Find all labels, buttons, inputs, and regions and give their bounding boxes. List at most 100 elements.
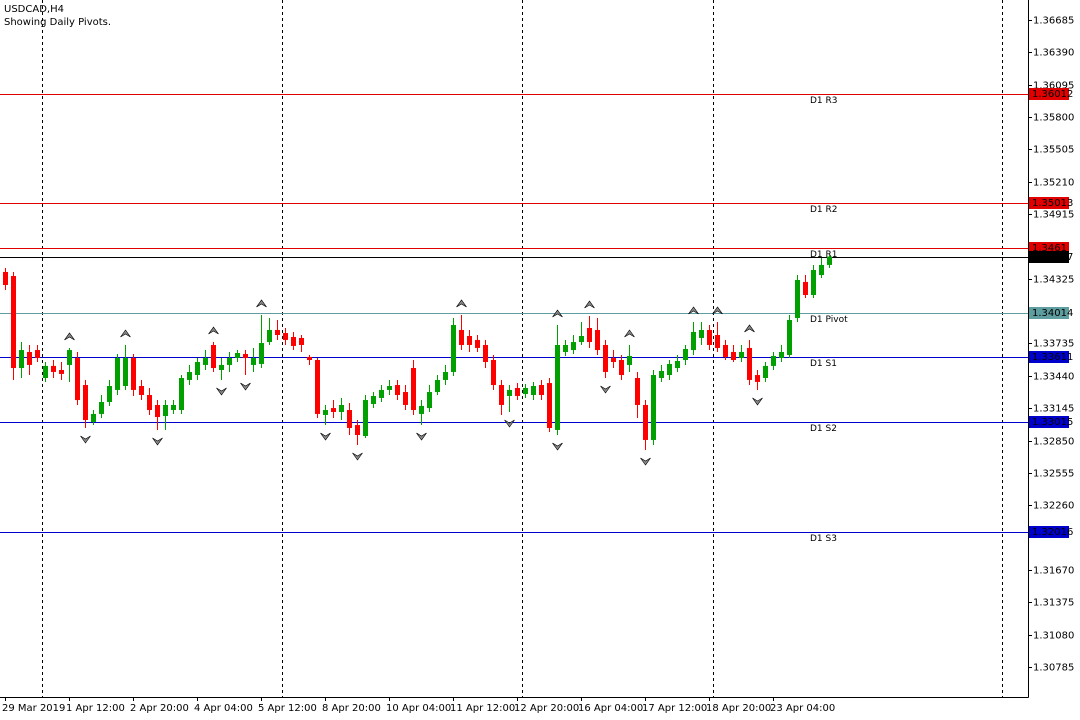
pivot-tag: 1.33015 xyxy=(1032,417,1073,428)
candle-body xyxy=(755,375,760,382)
pivot-label: D1 S2 xyxy=(810,424,837,434)
candle-body xyxy=(803,281,808,295)
candle-body xyxy=(795,279,800,319)
candle-body xyxy=(451,325,456,372)
candle-body xyxy=(635,377,640,405)
candle-body xyxy=(563,344,568,353)
candle-body xyxy=(539,385,544,395)
candle-body xyxy=(291,336,296,346)
fractal-up xyxy=(624,329,635,338)
candle-body xyxy=(203,358,208,365)
fractal-down xyxy=(640,457,651,466)
candle-body xyxy=(283,333,288,340)
candle-body xyxy=(435,379,440,393)
y-tick-label: 1.33440 xyxy=(1033,372,1074,383)
candle-body xyxy=(339,404,344,412)
y-tick-label: 1.33145 xyxy=(1033,404,1074,415)
candle-body xyxy=(683,348,688,361)
x-tick-label: 29 Mar 2019 xyxy=(2,703,65,714)
candle-body xyxy=(699,329,704,338)
candle-body xyxy=(179,377,184,411)
chart-title: USDCAD,H4 xyxy=(4,4,64,15)
candle-body xyxy=(651,375,656,440)
candle-body xyxy=(171,404,176,411)
x-tick-label: 2 Apr 20:00 xyxy=(130,703,189,714)
candle-body xyxy=(707,329,712,345)
candle-body xyxy=(3,271,8,286)
candle-body xyxy=(763,365,768,378)
candle-body xyxy=(403,392,408,405)
x-tick-label: 17 Apr 12:00 xyxy=(642,703,707,714)
candle-body xyxy=(747,347,752,380)
fractal-up xyxy=(120,329,131,338)
candle-body xyxy=(227,358,232,365)
candle-body xyxy=(603,344,608,372)
x-tick-label: 23 Apr 04:00 xyxy=(770,703,835,714)
candle-body xyxy=(411,368,416,411)
last-price-tag: 1.34527 xyxy=(1032,252,1073,263)
fractal-up xyxy=(208,326,219,335)
candle-body xyxy=(139,386,144,395)
candle-body xyxy=(691,331,696,351)
candle-body xyxy=(123,358,128,387)
candle-body xyxy=(467,335,472,345)
candle-body xyxy=(739,352,744,359)
fractal-down xyxy=(216,387,227,396)
candle-body xyxy=(715,335,720,348)
candle-body xyxy=(235,352,240,359)
pivot-tag: 1.32016 xyxy=(1032,527,1073,538)
candle-body xyxy=(819,264,824,276)
candle-body xyxy=(579,335,584,343)
candle-body xyxy=(555,344,560,430)
candle-body xyxy=(787,319,792,355)
candle-body xyxy=(499,385,504,405)
y-tick-label: 1.33735 xyxy=(1033,339,1074,350)
candle-body xyxy=(595,329,600,351)
candle-body xyxy=(659,370,664,378)
candle-body xyxy=(347,410,352,429)
fractal-up xyxy=(712,306,723,315)
candle-body xyxy=(587,327,592,343)
candle-body xyxy=(779,352,784,359)
candle-body xyxy=(379,389,384,398)
pivot-label: D1 R2 xyxy=(810,205,838,215)
candle-body xyxy=(131,358,136,390)
fractal-up xyxy=(256,299,267,308)
candle-body xyxy=(395,385,400,395)
candle-body xyxy=(307,356,312,361)
fractal-down xyxy=(600,385,611,394)
fractal-down xyxy=(504,419,515,428)
candle-body xyxy=(163,404,168,417)
fractal-up xyxy=(456,299,467,308)
candle-body xyxy=(771,355,776,366)
y-tick-label: 1.31375 xyxy=(1033,598,1074,609)
candle-body xyxy=(99,402,104,414)
x-tick-label: 4 Apr 04:00 xyxy=(194,703,253,714)
candle-body xyxy=(147,394,152,411)
candle-body xyxy=(507,389,512,396)
x-tick-label: 10 Apr 04:00 xyxy=(386,703,451,714)
y-tick-label: 1.30785 xyxy=(1033,663,1074,674)
fractal-up xyxy=(552,309,563,318)
candle-body xyxy=(667,363,672,376)
candle-body xyxy=(323,410,328,415)
fractal-down xyxy=(152,437,163,446)
fractal-down xyxy=(80,435,91,444)
y-tick-label: 1.36390 xyxy=(1033,48,1074,59)
candle-body xyxy=(67,350,72,365)
candle-body xyxy=(419,405,424,414)
candle-body xyxy=(211,344,216,369)
pivot-tag: 1.3461 xyxy=(1032,243,1067,254)
fractal-up xyxy=(744,324,755,333)
candle-body xyxy=(491,360,496,386)
y-tick-label: 1.36095 xyxy=(1033,81,1074,92)
candle-body xyxy=(275,329,280,336)
y-tick-label: 1.35505 xyxy=(1033,145,1074,156)
pivot-tag: 1.33611 xyxy=(1032,352,1073,363)
week-separators xyxy=(42,0,1003,697)
fractal-up xyxy=(64,332,75,341)
fractal-down xyxy=(416,432,427,441)
pivot-tag-bg xyxy=(1029,307,1069,319)
pivot-tag-bg xyxy=(1029,526,1069,538)
x-tick-label: 12 Apr 20:00 xyxy=(514,703,579,714)
